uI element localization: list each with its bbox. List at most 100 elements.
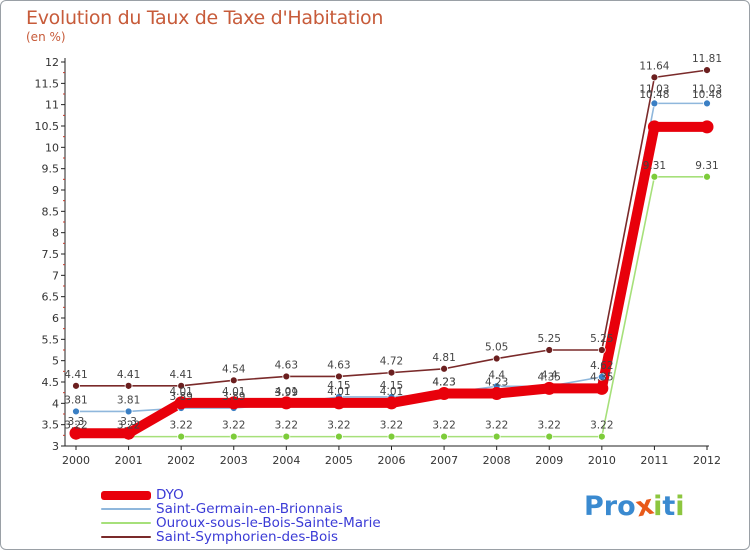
y-tick-label: 8 xyxy=(52,227,59,240)
y-tick-label: 4.5 xyxy=(42,376,60,389)
data-label: 5.05 xyxy=(485,342,508,354)
data-label: 3.81 xyxy=(64,394,87,406)
data-label: 4.41 xyxy=(169,369,192,381)
data-label: 11.81 xyxy=(692,53,722,65)
data-point xyxy=(335,432,343,441)
data-label: 4.01 xyxy=(380,386,403,398)
logo-letter: t xyxy=(662,491,676,522)
data-label: 5.25 xyxy=(590,333,613,345)
data-point xyxy=(597,372,606,381)
data-label: 3.89 xyxy=(222,391,245,403)
y-tick-label: 7.5 xyxy=(42,248,60,261)
data-labels: 3.3 3.34.01 4.01 4.01 4.01 4.014.23 4.23 4.35 4.… xyxy=(64,53,722,432)
data-label: 4.62 xyxy=(590,360,613,372)
data-label: 4.01 xyxy=(327,386,350,398)
data-point xyxy=(124,407,133,416)
data-label: 3.3 xyxy=(120,416,137,428)
legend-swatch xyxy=(101,490,151,500)
data-label: 3.22 xyxy=(117,420,140,432)
logo-letter: r xyxy=(603,491,618,522)
data-label: 3.22 xyxy=(222,420,245,432)
data-point xyxy=(227,396,241,410)
data-label: 4.72 xyxy=(380,356,403,368)
chart-title: Evolution du Taux de Taxe d'Habitation xyxy=(26,7,384,29)
data-point xyxy=(122,426,136,440)
y-tick-label: 7 xyxy=(52,269,59,282)
data-label: 4.81 xyxy=(432,352,455,364)
data-point xyxy=(385,396,398,410)
data-label: 4.63 xyxy=(275,359,298,371)
data-label: 3.3 xyxy=(68,416,85,428)
data-point xyxy=(282,372,291,381)
data-label: 11.64 xyxy=(639,60,669,72)
legend-item: Saint-Germain-en-Brionnais xyxy=(101,502,381,516)
data-label: 4.23 xyxy=(485,377,508,389)
x-tick-label: 2010 xyxy=(588,454,616,467)
x-tick-label: 2001 xyxy=(115,454,143,467)
legend-label: Saint-Symphorien-des-Bois xyxy=(156,529,339,545)
x-tick-label: 2012 xyxy=(693,454,721,467)
y-tick-label: 10 xyxy=(45,141,59,154)
y-tick-label: 5.5 xyxy=(42,333,60,346)
x-tick-label: 2004 xyxy=(272,454,300,467)
data-label: 4.54 xyxy=(222,363,246,375)
data-point xyxy=(650,99,659,108)
data-label: 3.22 xyxy=(327,420,350,432)
data-point xyxy=(282,432,291,441)
legend-item: Ouroux-sous-le-Bois-Sainte-Marie xyxy=(101,516,381,530)
data-label: 3.22 xyxy=(432,420,455,432)
data-point xyxy=(177,432,186,441)
data-point xyxy=(440,432,448,441)
y-tick-label: 8.5 xyxy=(42,205,60,218)
data-label: 4.35 xyxy=(538,371,561,383)
data-label: 4.63 xyxy=(327,359,350,371)
data-point xyxy=(332,396,346,410)
data-label: 3.22 xyxy=(380,420,403,432)
logo-letter: o xyxy=(617,491,636,522)
y-tick-label: 9 xyxy=(52,184,59,197)
data-point xyxy=(335,372,343,381)
data-point xyxy=(650,172,659,181)
data-label: 10.48 xyxy=(692,89,722,101)
y-tick-label: 6.5 xyxy=(42,291,60,304)
axes: 3 3.5 4 4.5 5 5.5 6 6.5 7 7.5 8 8.5 9 9.5 10 10.5 11 11.5… xyxy=(35,56,722,467)
data-point xyxy=(597,346,606,354)
data-point xyxy=(597,432,606,441)
data-point xyxy=(279,396,293,410)
data-label: 4.23 xyxy=(432,377,455,389)
data-label: 4.01 xyxy=(169,386,192,398)
logo-letter: i xyxy=(675,491,685,522)
y-tick-label: 5 xyxy=(52,355,59,368)
data-label: 3.99 xyxy=(275,387,298,399)
series-points xyxy=(69,66,714,441)
legend-label: Saint-Germain-en-Brionnais xyxy=(156,501,343,517)
data-point xyxy=(545,432,554,441)
data-label: 4.01 xyxy=(222,386,245,398)
legend-item: DYO xyxy=(101,488,381,502)
data-point xyxy=(647,120,661,134)
data-label: 4.35 xyxy=(590,371,613,383)
data-label: 10.48 xyxy=(639,89,669,101)
x-tick-label: 2003 xyxy=(220,454,248,467)
x-tick-label: 2006 xyxy=(378,454,406,467)
data-point xyxy=(492,354,501,363)
data-label: 4.4 xyxy=(541,369,558,381)
logo-letter: i xyxy=(653,491,663,522)
x-tick-label: 2005 xyxy=(325,454,353,467)
data-point xyxy=(124,381,133,390)
data-point xyxy=(595,381,609,395)
x-tick-label: 2007 xyxy=(430,454,458,467)
data-label: 4.01 xyxy=(275,386,298,398)
x-tick-label: 2008 xyxy=(483,454,511,467)
data-point xyxy=(440,364,448,373)
data-point xyxy=(437,387,451,401)
data-label: 4.15 xyxy=(327,380,350,392)
data-point xyxy=(387,368,396,377)
data-label: 3.22 xyxy=(275,420,298,432)
data-label: 11.03 xyxy=(639,83,669,95)
legend-item: Saint-Symphorien-des-Bois xyxy=(101,530,381,544)
legend-label: Ouroux-sous-le-Bois-Sainte-Marie xyxy=(156,515,381,531)
data-label: 11.03 xyxy=(692,83,722,95)
data-point xyxy=(229,376,238,385)
